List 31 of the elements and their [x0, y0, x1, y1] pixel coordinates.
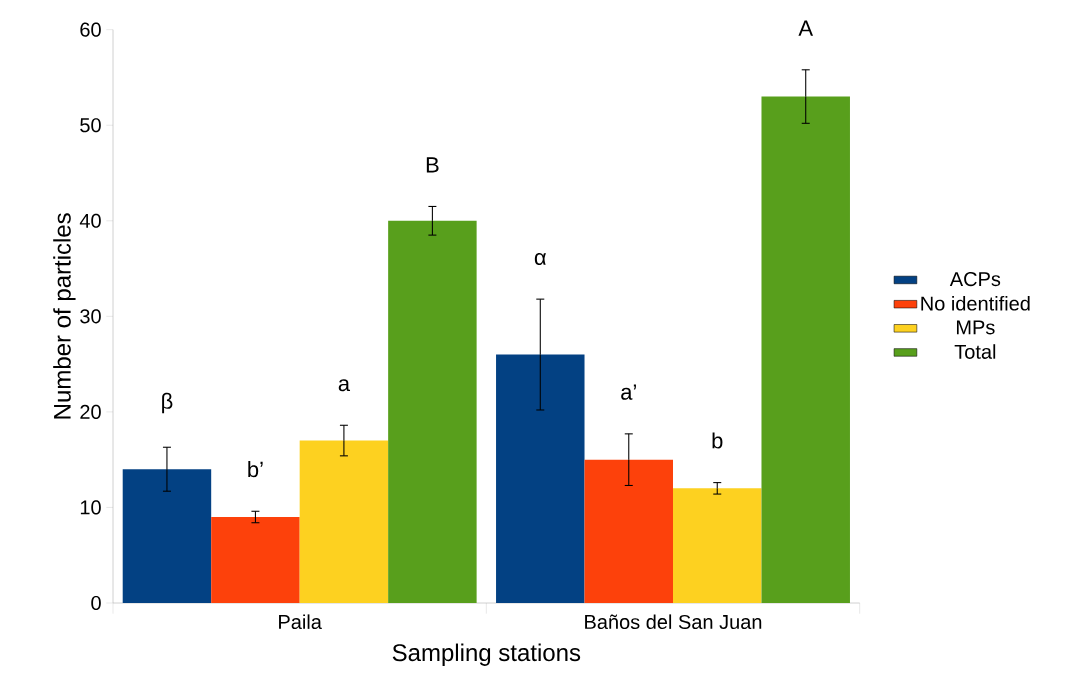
x-tick-label: Baños del San Juan [585, 614, 762, 630]
bar [122, 469, 212, 603]
bar [673, 488, 762, 603]
bar [496, 354, 585, 603]
legend-label: ACPs [949, 271, 1001, 287]
annotation: a’ [621, 384, 636, 400]
y-tick-label: 40 [79, 213, 101, 228]
bar [584, 459, 673, 603]
y-tick-label: 20 [80, 404, 101, 419]
annotation: A [798, 20, 814, 36]
legend-label: MPs [956, 320, 995, 335]
annotation: b [712, 432, 723, 449]
x-tick-label: Paila [279, 614, 322, 630]
y-tick-label: 30 [80, 309, 101, 324]
bar [761, 96, 850, 603]
annotation: B [426, 157, 439, 173]
y-tick-label: 60 [80, 22, 101, 37]
y-tick-label: 50 [80, 118, 101, 133]
bar [388, 220, 477, 603]
legend-label: Total [954, 344, 996, 359]
annotation: a [338, 379, 351, 392]
y-tick-label: 10 [80, 500, 101, 515]
y-tick-label: 0 [91, 595, 101, 611]
x-axis-title: Sampling stations [392, 643, 581, 666]
y-axis-title: Number of particles [53, 213, 76, 419]
annotation: α [534, 253, 547, 266]
annotation: b’ [248, 461, 263, 478]
bar [211, 517, 300, 603]
annotation: β [162, 392, 173, 414]
bar [299, 440, 389, 603]
legend-label: No identified [921, 295, 1030, 311]
